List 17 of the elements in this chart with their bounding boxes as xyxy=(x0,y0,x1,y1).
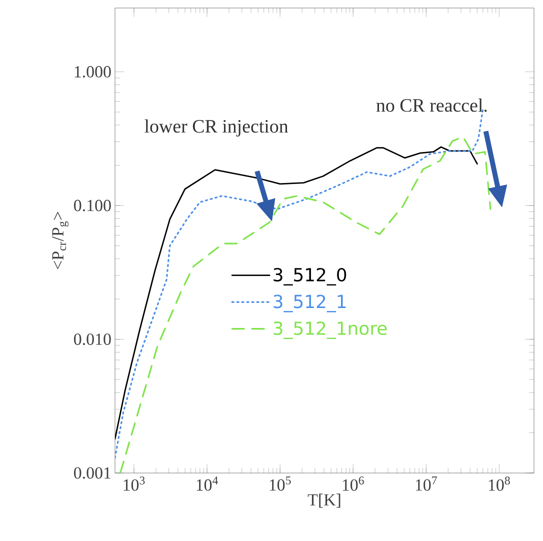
y-tick-label: 1.000 xyxy=(74,66,111,78)
x-tick-label: 10$^{6}$ xyxy=(342,476,364,491)
x-tick-label: 10$^{5}$ xyxy=(270,476,291,491)
annotation: no CR reaccel. xyxy=(376,98,487,112)
legend-label: 3_512_1nore xyxy=(274,321,387,340)
legend-label: 3_512_0 xyxy=(274,268,346,286)
y-tick-label: 0.001 xyxy=(74,467,110,479)
y-axis-title: <P$_{cr}$/P$_{g}$> xyxy=(52,212,69,270)
y-tick-label: 0.010 xyxy=(74,334,111,346)
x-tick-label: 10$^{7}$ xyxy=(416,476,437,491)
legend-label: 3_512_1 xyxy=(274,294,346,312)
x-tick-label: 10$^{3}$ xyxy=(124,476,145,491)
x-tick-label: 10$^{4}$ xyxy=(196,476,218,491)
x-axis-title: T[K] xyxy=(308,494,340,508)
annotation: lower CR injection xyxy=(144,119,288,137)
x-tick-label: 10$^{8}$ xyxy=(488,476,510,491)
y-tick-label: 0.100 xyxy=(74,200,111,212)
